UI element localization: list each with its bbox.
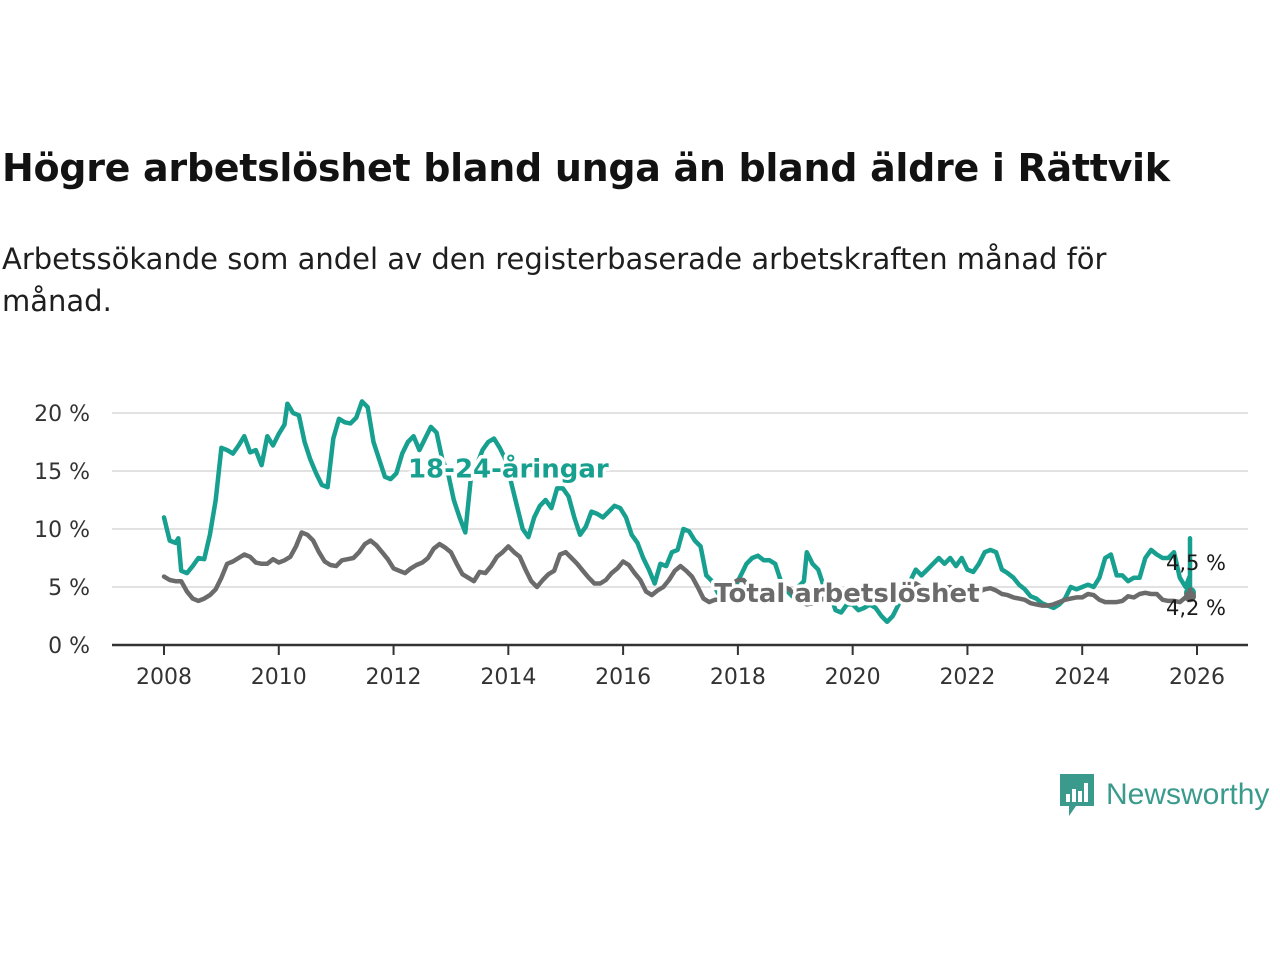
y-tick-label: 5 % [48, 576, 90, 601]
x-tick-label: 2016 [595, 665, 651, 690]
line-chart: 0 %5 %10 %15 %20 % 2008 2010 2012 2014 2016 2… [34, 399, 1248, 690]
x-tick-label: 2020 [825, 665, 881, 690]
x-tick-label: 2018 [710, 665, 766, 690]
gridlines [112, 412, 1248, 647]
y-tick-label: 0 % [48, 634, 90, 659]
end-value-label: 4,2 % [1166, 596, 1226, 620]
x-tick-label: 2008 [136, 665, 192, 690]
bar-chart-speech-bubble-icon [1060, 774, 1094, 816]
y-tick-label: 20 % [34, 402, 90, 427]
x-tick-label: 2012 [366, 665, 422, 690]
series-end-point [1184, 590, 1196, 603]
y-tick-label: 15 % [34, 460, 90, 485]
series-label-halo: 18-24-åringar [408, 453, 609, 485]
series-lines [161, 399, 1196, 625]
y-axis-ticks: 0 % 5 % 10 % 15 % 20 % [34, 402, 90, 659]
end-value-label: 4,5 % [1166, 551, 1226, 575]
chart-subtitle: Arbetssökande som andel av den registerb… [2, 242, 1107, 318]
chart-title: Högre arbetslöshet bland unga än bland ä… [2, 146, 1170, 190]
x-tick-label: 2014 [480, 665, 536, 690]
series-line-youth [161, 399, 1193, 625]
x-tick-label: 2022 [939, 665, 995, 690]
series-label-halo: Total arbetslöshet [714, 579, 979, 609]
series-label-youth: 18-24-åringar [408, 453, 609, 485]
series-line-total [161, 530, 1193, 608]
y-tick-label: 10 % [34, 518, 90, 543]
brand-name: Newsworthy [1106, 778, 1270, 811]
x-tick-label: 2024 [1054, 665, 1110, 690]
x-tick-label: 2026 [1169, 665, 1225, 690]
series-label-total: Total arbetslöshet [714, 579, 979, 609]
newsworthy-logo[interactable]: Newsworthy [1058, 772, 1269, 818]
x-axis-ticks: 2008 2010 2012 2014 2016 2018 2020 2022 2024 2026 [136, 645, 1225, 690]
x-tick-label: 2010 [251, 665, 307, 690]
